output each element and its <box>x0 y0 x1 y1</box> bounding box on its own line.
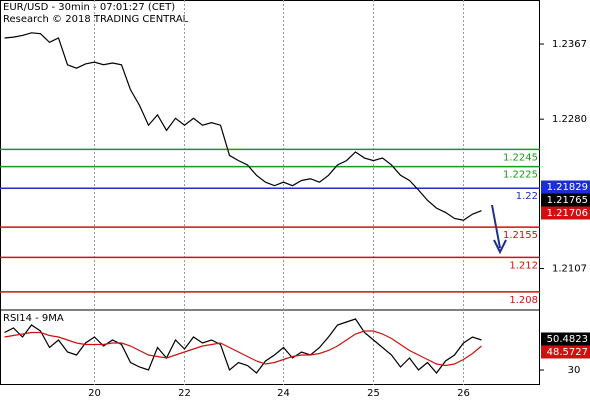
price-tag-label: 1.21829 <box>547 182 588 193</box>
level-label: 1.2155 <box>503 230 538 241</box>
price-tag-label: 1.21765 <box>547 195 588 206</box>
y-tick-label: 1.2280 <box>552 114 587 125</box>
price-tag-label: 50.4823 <box>547 334 588 345</box>
x-tick-label: 25 <box>367 388 380 399</box>
level-label: 1.22 <box>516 191 538 202</box>
x-tick-label: 20 <box>88 388 101 399</box>
price-tag-label: 48.5727 <box>547 347 588 358</box>
price-tag <box>541 180 590 194</box>
y-tick-label: 1.2107 <box>552 264 587 275</box>
price-tag <box>541 345 590 359</box>
rsi-title: RSI14 - 9MA <box>3 313 64 324</box>
x-tick-label: 24 <box>277 388 290 399</box>
forecast-arrow <box>491 204 507 255</box>
chart-subtitle: Research © 2018 TRADING CENTRAL <box>3 14 189 25</box>
y-tick-label: 1.2367 <box>552 39 587 50</box>
plot-frame <box>0 0 540 385</box>
level-label: 1.212 <box>509 260 538 271</box>
x-tick-label: 26 <box>457 388 470 399</box>
y-tick-label: 30 <box>568 365 581 376</box>
rsi-line <box>4 318 482 374</box>
price-tag <box>541 206 590 220</box>
price-tag-label: 1.21706 <box>547 208 588 219</box>
price-tag <box>541 193 590 207</box>
x-tick-label: 22 <box>178 388 191 399</box>
level-label: 1.2245 <box>503 152 538 163</box>
level-label: 1.2225 <box>503 170 538 181</box>
rsi-line <box>4 330 482 367</box>
price-line <box>4 32 482 221</box>
price-tag <box>541 332 590 346</box>
chart-title: EUR/USD - 30min - 07:01:27 (CET) <box>3 2 175 13</box>
level-label: 1.208 <box>509 295 538 306</box>
